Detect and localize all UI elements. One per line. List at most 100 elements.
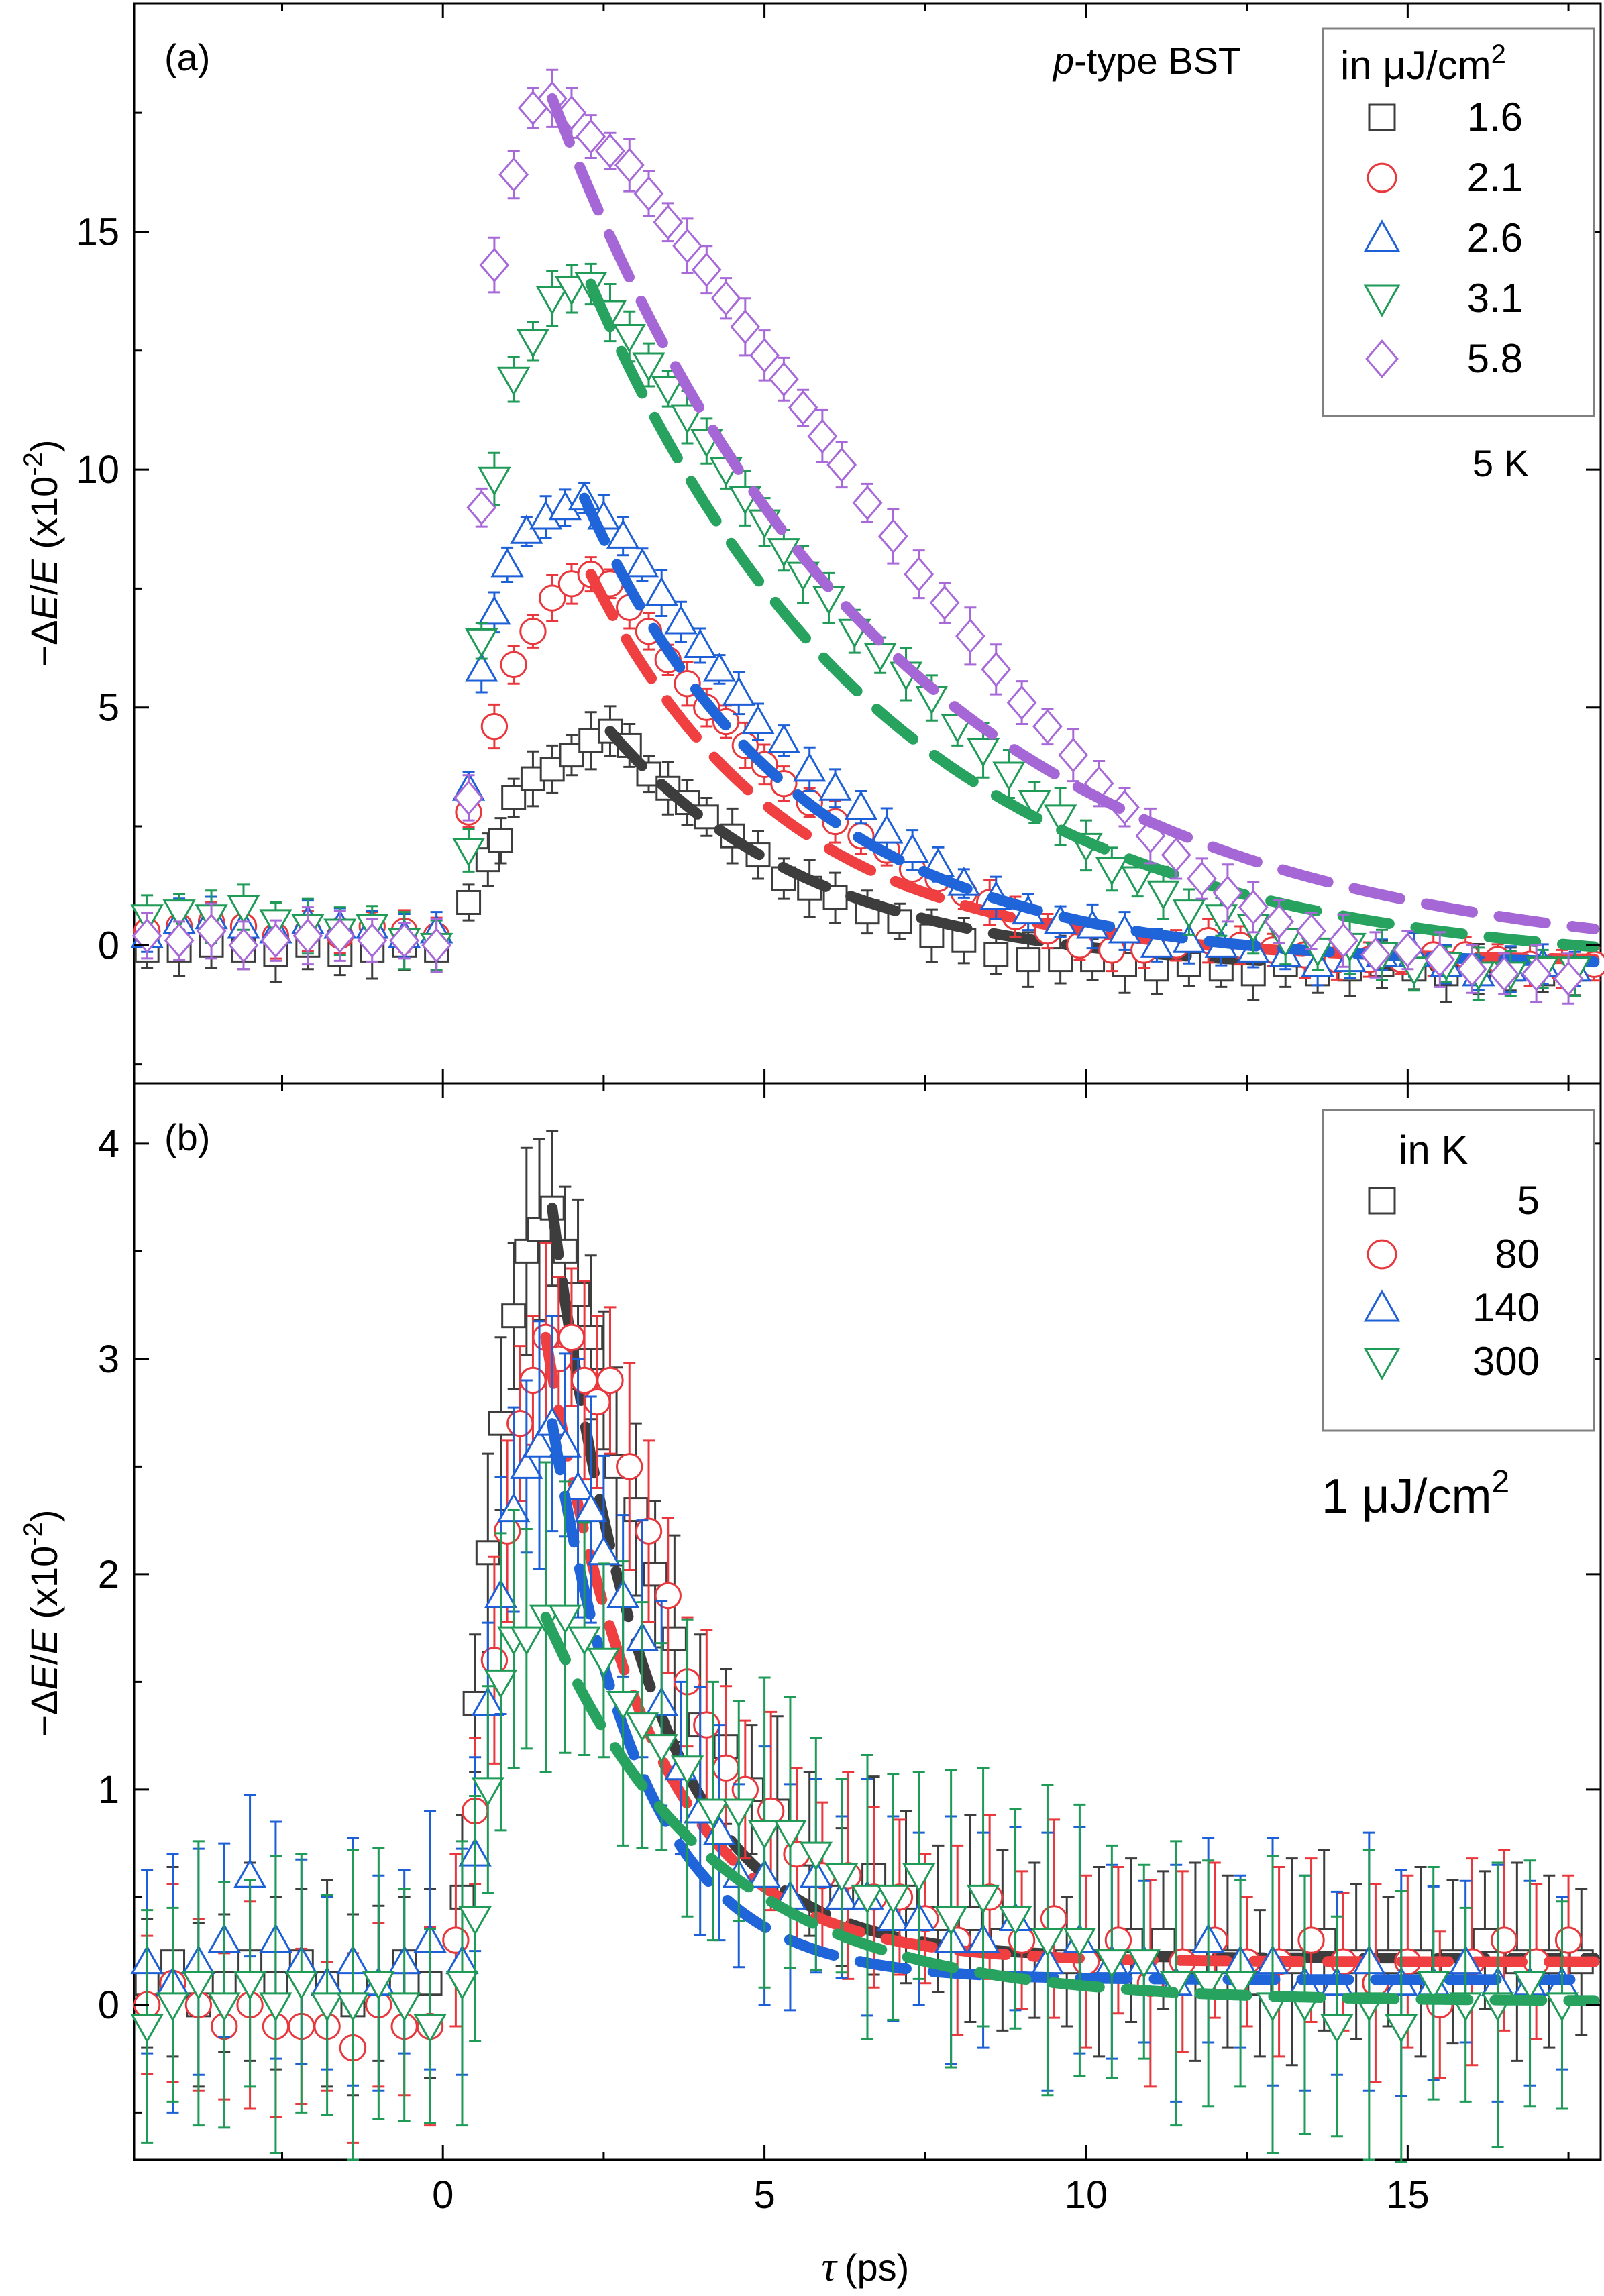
data-point [1360, 937, 1391, 973]
data-point [929, 585, 960, 620]
data-point [228, 928, 259, 963]
data-point [1212, 875, 1243, 911]
data-point [1048, 947, 1073, 973]
panel-b-frame [133, 1082, 1602, 2161]
panel-b-ticks: 0 1 2 3 4 0 5 10 15 [98, 1083, 1601, 2217]
data-point [466, 490, 497, 525]
data-point [691, 252, 722, 288]
data-point [196, 913, 227, 949]
data-point [519, 618, 547, 645]
data-point [510, 1626, 543, 1656]
data-point [357, 923, 388, 959]
data-point [535, 286, 569, 315]
series-5.8 [131, 68, 1600, 1005]
data-point [625, 1712, 659, 1742]
data-point [576, 119, 606, 154]
data-point [664, 604, 698, 635]
data-point [818, 771, 852, 801]
data-point [616, 1453, 643, 1480]
legend-label-3.1: 3.1 [1467, 276, 1523, 321]
data-point [1392, 932, 1423, 968]
data-point [389, 923, 420, 959]
data-point [388, 1992, 421, 2022]
legend-label-1.6: 1.6 [1467, 95, 1523, 140]
data-point [1513, 1971, 1547, 2000]
panel-b-legend: in K 5 80 140 300 [1322, 1109, 1595, 1432]
data-point [773, 1820, 807, 1850]
legend-marker-300 [1363, 1348, 1401, 1380]
data-point [501, 785, 527, 810]
fit-line [585, 278, 1600, 952]
data-point [478, 466, 511, 496]
legend-label-5: 5 [1517, 1178, 1540, 1223]
data-point [260, 923, 291, 959]
panel-b-marks [130, 1130, 1600, 2163]
data-point [1187, 861, 1217, 897]
data-point [651, 376, 685, 406]
data-point [696, 1798, 730, 1828]
fit-line [547, 1418, 1600, 1985]
legend-marker-5 [1368, 1187, 1396, 1215]
panel-b-y-tick-label: 3 [98, 1337, 119, 1381]
x-tick-label: 5 [753, 2173, 775, 2217]
data-point [1140, 928, 1174, 958]
panel-b-y-tick-label: 1 [98, 1768, 119, 1812]
data-point [1006, 685, 1037, 720]
data-point [453, 780, 484, 816]
legend-marker-1.6 [1368, 103, 1396, 131]
data-point [156, 1992, 190, 2022]
data-point [506, 1409, 534, 1437]
data-point [557, 1323, 586, 1351]
data-point [672, 228, 702, 264]
data-point [1018, 790, 1051, 820]
data-point [749, 337, 780, 373]
data-point [1161, 837, 1191, 873]
data-point [475, 1540, 500, 1566]
data-point [824, 1863, 859, 1893]
legend-marker-140 [1363, 1289, 1401, 1322]
data-point [488, 828, 513, 853]
data-point [362, 1971, 396, 2000]
data-point [625, 547, 659, 578]
legend-label-300: 300 [1473, 1339, 1540, 1384]
data-point [471, 1777, 504, 1807]
data-point [1320, 2014, 1354, 2044]
data-point [747, 1820, 782, 1850]
data-point [1238, 889, 1269, 925]
data-point [654, 1582, 682, 1610]
data-point [1490, 1926, 1518, 1954]
x-axis-label: τ (ps) [822, 2244, 910, 2290]
data-point [548, 1604, 582, 1635]
data-point [555, 276, 588, 306]
data-point [998, 1906, 1032, 1936]
data-point [1146, 880, 1180, 910]
data-point [164, 923, 195, 959]
data-point [451, 837, 486, 867]
data-point [1159, 1971, 1193, 2000]
data-point [807, 419, 838, 454]
data-point [1424, 942, 1455, 977]
data-point [310, 1992, 344, 2022]
data-point [1095, 1949, 1129, 1979]
legend-marker-5.8 [1365, 339, 1399, 378]
fit-line [547, 93, 1600, 934]
data-point [1328, 923, 1358, 959]
data-point [1121, 866, 1155, 896]
legend-marker-2.6 [1363, 219, 1401, 252]
data-point [539, 584, 566, 612]
data-point [826, 447, 857, 483]
data-point [722, 676, 755, 706]
x-tick-label: 0 [432, 2173, 453, 2217]
data-point [1063, 1928, 1097, 1957]
data-point [527, 1217, 552, 1242]
data-point [442, 1926, 470, 1954]
panel-b-y-tick-label: 4 [98, 1122, 119, 1166]
data-point [896, 833, 929, 863]
data-point [1296, 913, 1326, 949]
data-point [1172, 899, 1206, 929]
legend-label-140: 140 [1473, 1285, 1540, 1330]
data-point [1095, 857, 1129, 886]
data-point [587, 1647, 621, 1678]
data-point [992, 761, 1026, 791]
data-point [730, 309, 761, 345]
